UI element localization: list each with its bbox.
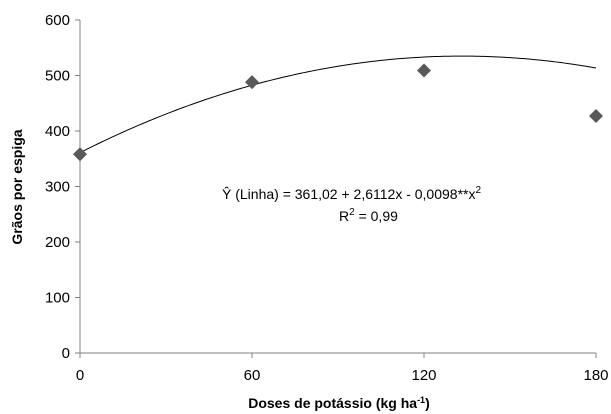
x-axis-title-main: Doses de potássio (kg ha <box>248 395 417 411</box>
x-tick-label: 180 <box>583 367 608 384</box>
ticks: 0 100 200 300 400 500 600 0 60 120 180 <box>45 12 609 384</box>
r2-value: = 0,99 <box>355 208 398 224</box>
x-axis-title-sup: -1 <box>417 395 425 405</box>
y-axis-title: Grãos por espiga <box>9 129 25 244</box>
y-tick-label: 100 <box>45 290 70 307</box>
data-point-marker <box>245 75 259 90</box>
y-tick-label: 500 <box>45 68 70 85</box>
x-axis-title: Doses de potássio (kg ha-1) <box>248 395 430 411</box>
r-squared-annotation: R2 = 0,99 <box>339 207 398 224</box>
equation-main: Ŷ (Linha) = 361,02 + 2,6112x - 0,0098**x <box>222 186 475 202</box>
equation-superscript: 2 <box>475 185 481 196</box>
equation-annotation: Ŷ (Linha) = 361,02 + 2,6112x - 0,0098**x… <box>222 185 481 202</box>
data-point-marker <box>417 63 431 78</box>
x-tick-label: 60 <box>244 367 261 384</box>
y-tick-label: 600 <box>45 12 70 29</box>
r2-superscript: 2 <box>349 207 355 218</box>
data-point-marker <box>73 147 87 162</box>
y-tick-label: 400 <box>45 123 70 140</box>
points-layer <box>73 63 603 162</box>
r2-symbol: R <box>339 208 349 224</box>
x-axis-title-close: ) <box>425 395 430 411</box>
data-point-marker <box>589 109 603 124</box>
y-tick-label: 0 <box>62 345 70 362</box>
y-tick-label: 300 <box>45 179 70 196</box>
y-tick-label: 200 <box>45 234 70 251</box>
fit-curve <box>79 55 597 154</box>
x-tick-label: 120 <box>411 367 436 384</box>
fit-curve-layer <box>79 55 597 154</box>
x-tick-label: 0 <box>76 367 84 384</box>
